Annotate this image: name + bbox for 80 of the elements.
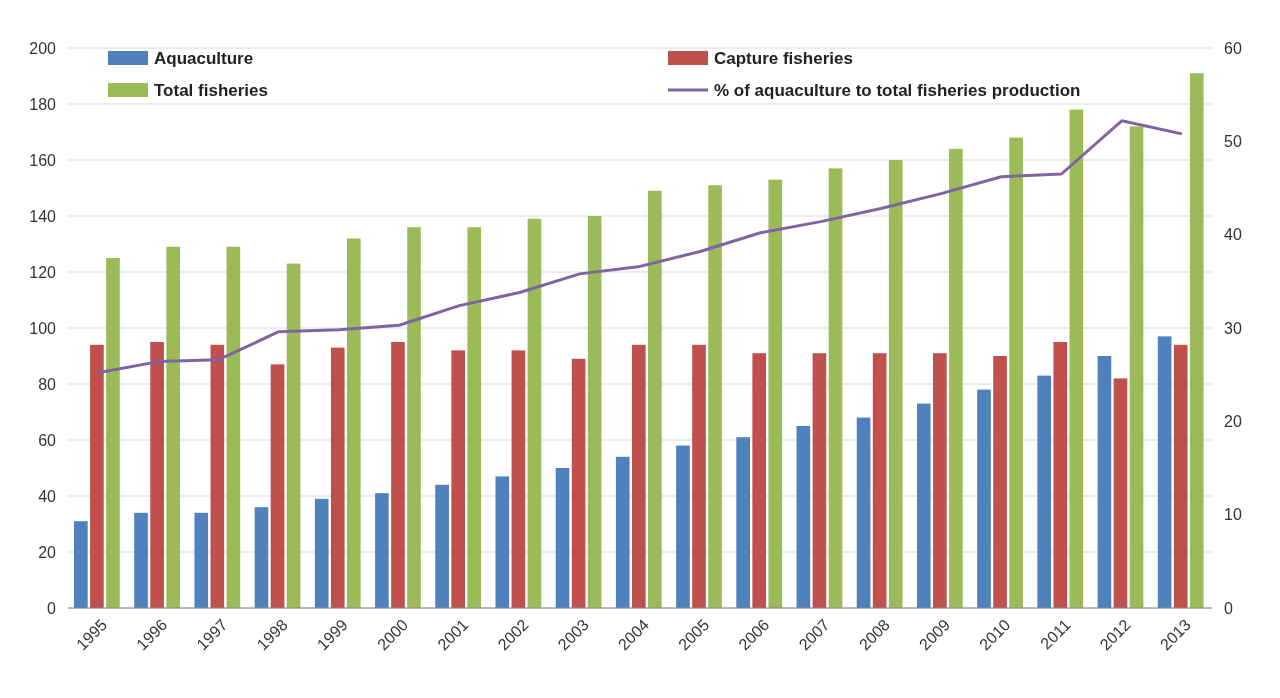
legend-label: Total fisheries [154,80,268,100]
bar [1173,344,1188,608]
bar [587,216,602,608]
bar [1037,375,1052,608]
bar [648,190,662,608]
legend-label: % of aquaculture to total fisheries production [714,80,1081,100]
bar [1129,126,1144,608]
bar [270,364,285,608]
bar [949,148,963,608]
bar [933,353,947,608]
bar [435,484,449,608]
bar [375,493,389,608]
bar [134,512,148,608]
y-tick-label: 120 [29,263,57,281]
y-tick-label: 20 [38,543,57,561]
bar [407,227,421,608]
bar [828,168,843,608]
bar [74,521,88,608]
bar [708,185,722,608]
bar [1189,73,1204,608]
bar [330,347,345,608]
bar [977,389,991,608]
legend-label: Capture fisheries [714,48,853,68]
y2-tick-label: 50 [1224,132,1242,150]
y-tick-label: 180 [29,95,57,113]
bar [916,403,931,608]
bar [1113,378,1128,608]
bar [812,353,827,608]
bar [467,227,482,608]
bar [1097,356,1112,608]
y-tick-label: 160 [29,151,57,169]
bar [1157,336,1172,608]
bar [676,445,690,608]
bar [391,342,405,608]
y2-tick-label: 60 [1224,39,1242,57]
y2-tick-label: 20 [1224,412,1242,430]
bar [571,358,586,608]
bar [495,476,510,608]
bar [150,342,164,608]
bar [314,498,329,608]
y-tick-label: 100 [29,319,57,337]
y-tick-label: 40 [38,487,57,505]
y-tick-label: 200 [29,39,57,57]
y2-tick-label: 0 [1224,599,1233,617]
bar [993,356,1007,608]
bar [615,456,630,608]
bar [631,344,646,608]
bar [166,246,180,608]
bar [210,344,225,608]
bar [796,426,811,608]
bar [752,353,767,608]
bar [1053,342,1068,608]
bar [888,160,903,608]
bar [872,353,887,608]
legend-label: Aquaculture [154,48,254,68]
bar [511,350,526,608]
bar [692,344,706,608]
y2-tick-label: 40 [1224,226,1242,244]
bar [1009,137,1023,608]
y2-tick-label: 30 [1224,319,1242,337]
bar [90,344,104,608]
bar [226,246,241,608]
y2-tick-label: 10 [1224,506,1242,524]
bar [856,417,871,608]
bar [527,218,542,608]
bar [346,238,361,608]
bar [254,507,269,608]
bar [768,179,783,608]
bar [736,437,750,608]
bar [106,258,120,608]
bar [555,468,570,608]
line-series [96,119,1184,375]
bar [1069,109,1084,608]
bar [286,263,301,608]
bar [194,512,209,608]
y-tick-label: 80 [38,375,57,393]
y-tick-label: 0 [47,599,57,617]
y-tick-label: 140 [29,207,57,225]
bar [451,350,465,608]
y-tick-label: 60 [38,431,57,449]
